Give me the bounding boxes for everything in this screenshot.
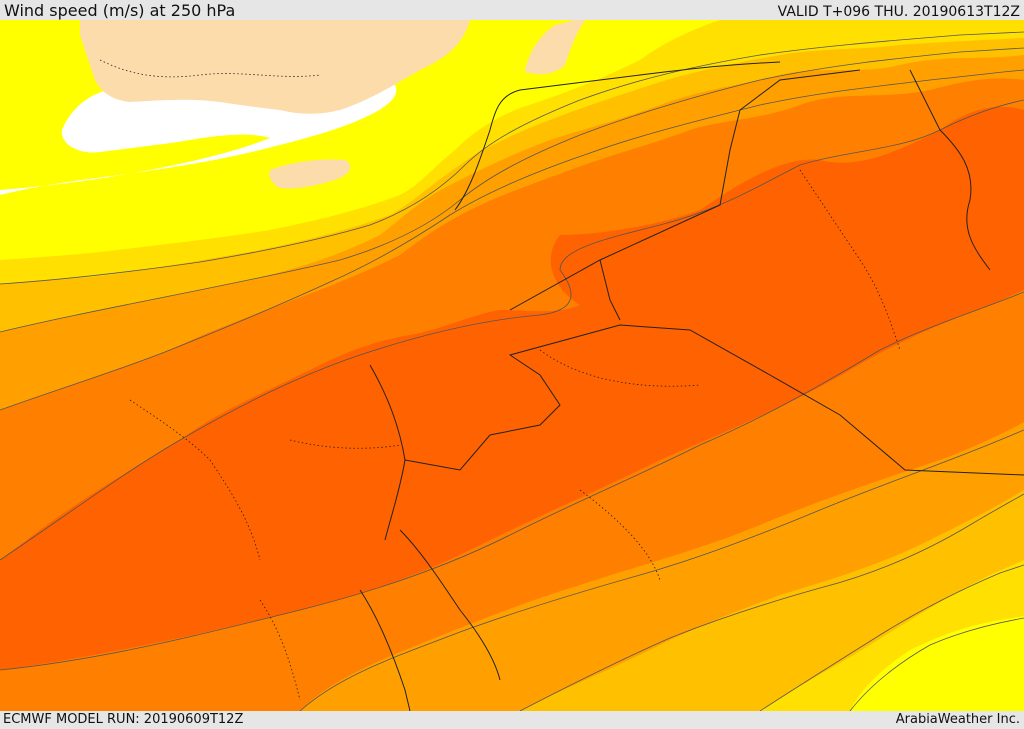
- land-cyprus: [269, 159, 351, 189]
- model-run-label: ECMWF MODEL RUN: 20190609T12Z: [3, 712, 244, 727]
- map-title: Wind speed (m/s) at 250 hPa: [4, 1, 236, 20]
- title-bar: [0, 0, 1024, 20]
- country-borders: [359, 61, 1024, 711]
- band-1-fill-south: [850, 616, 1024, 711]
- footer-bar: [0, 711, 1024, 729]
- land-northeast: [525, 20, 585, 75]
- credit-label: ArabiaWeather Inc.: [895, 712, 1020, 727]
- land-turkey: [80, 20, 470, 114]
- internal-boundaries: [99, 59, 901, 701]
- valid-time-label: VALID T+096 THU. 20190613T12Z: [777, 4, 1020, 20]
- wind-speed-map: [0, 20, 1024, 711]
